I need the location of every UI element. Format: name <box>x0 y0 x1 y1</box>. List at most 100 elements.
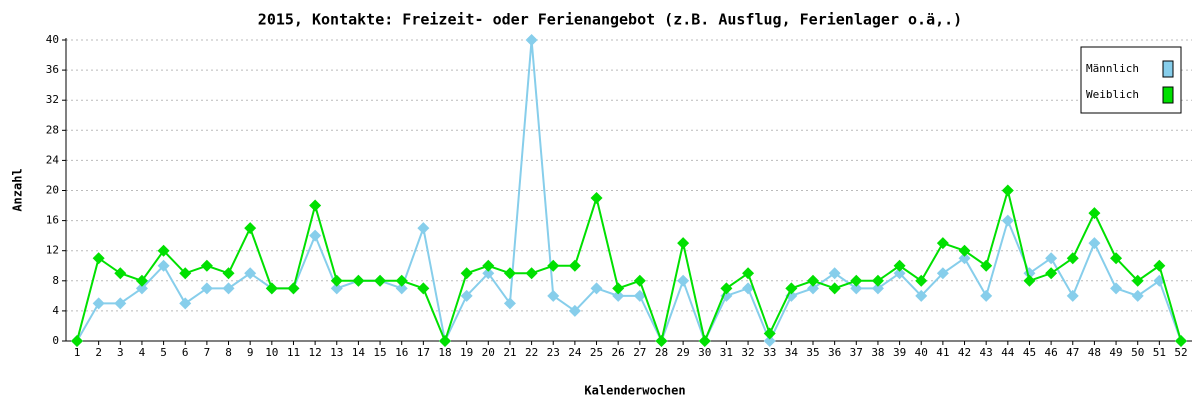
point <box>547 289 560 302</box>
x-tick-label: 33 <box>763 346 776 359</box>
point <box>1131 289 1144 302</box>
y-tick-label: 28 <box>46 123 59 136</box>
point <box>980 289 993 302</box>
point <box>677 274 690 287</box>
point <box>871 274 884 287</box>
chart-title: 2015, Kontakte: Freizeit- oder Ferienang… <box>258 11 962 29</box>
point <box>460 289 473 302</box>
point <box>828 282 841 295</box>
point <box>1175 335 1187 347</box>
x-tick-label: 28 <box>655 346 668 359</box>
point <box>850 282 863 295</box>
x-tick-label: 18 <box>438 346 451 359</box>
y-tick-label: 36 <box>46 63 59 76</box>
x-tick-label: 19 <box>460 346 473 359</box>
point <box>980 259 993 272</box>
point <box>633 289 646 302</box>
x-tick-label: 32 <box>741 346 754 359</box>
point <box>200 259 213 272</box>
point <box>633 274 646 287</box>
x-tick-label: 16 <box>395 346 408 359</box>
x-tick-label: 49 <box>1109 346 1122 359</box>
y-tick-label: 24 <box>46 153 60 166</box>
x-tick-label: 20 <box>482 346 495 359</box>
point <box>417 282 430 295</box>
point <box>1001 184 1014 197</box>
x-tick-label: 46 <box>1044 346 1057 359</box>
point <box>1023 274 1036 287</box>
point <box>1153 259 1166 272</box>
point <box>720 282 733 295</box>
point <box>157 259 170 272</box>
x-tick-label: 26 <box>612 346 625 359</box>
x-tick-label: 40 <box>915 346 928 359</box>
point <box>1066 252 1079 265</box>
x-tick-label: 3 <box>117 346 124 359</box>
point <box>503 297 516 310</box>
point <box>915 274 928 287</box>
point <box>655 335 668 347</box>
y-tick-label: 12 <box>46 244 59 257</box>
x-tick-label: 43 <box>980 346 993 359</box>
x-tick-label: 36 <box>828 346 841 359</box>
point <box>590 192 603 205</box>
x-tick-label: 15 <box>373 346 386 359</box>
x-tick-label: 30 <box>698 346 711 359</box>
point <box>135 274 148 287</box>
point <box>157 244 170 257</box>
point <box>1066 289 1079 302</box>
point <box>850 274 863 287</box>
x-tick-label: 25 <box>590 346 603 359</box>
point <box>244 222 257 235</box>
point <box>135 282 148 295</box>
x-tick-label: 50 <box>1131 346 1144 359</box>
legend-swatch <box>1162 86 1174 104</box>
x-tick-label: 23 <box>547 346 560 359</box>
y-tick-label: 4 <box>52 304 59 317</box>
point <box>1110 282 1123 295</box>
series-line <box>76 39 1182 345</box>
point <box>179 297 192 310</box>
x-tick-label: 10 <box>265 346 278 359</box>
point <box>200 282 213 295</box>
y-tick-label: 16 <box>46 214 59 227</box>
x-tick-label: 11 <box>287 346 300 359</box>
point <box>1001 214 1014 227</box>
point <box>352 274 365 287</box>
point <box>1110 252 1123 265</box>
point <box>807 282 819 295</box>
point <box>114 267 127 280</box>
x-tick-label: 13 <box>330 346 343 359</box>
point <box>893 259 906 272</box>
x-tick-label: 9 <box>247 346 254 359</box>
y-tick-label: 20 <box>46 184 59 197</box>
point <box>309 199 322 212</box>
legend-label: Weiblich <box>1086 88 1139 101</box>
point <box>785 282 798 295</box>
point <box>871 282 884 295</box>
x-tick-label: 14 <box>352 346 366 359</box>
point <box>677 237 690 250</box>
point <box>828 267 841 280</box>
point <box>1088 237 1101 250</box>
x-tick-label: 29 <box>676 346 689 359</box>
x-tick-label: 12 <box>308 346 321 359</box>
x-tick-label: 5 <box>160 346 167 359</box>
point <box>222 267 235 280</box>
x-tick-label: 42 <box>958 346 971 359</box>
x-tick-label: 45 <box>1023 346 1036 359</box>
point <box>893 267 906 280</box>
point <box>309 229 322 242</box>
point <box>936 267 949 280</box>
point <box>460 267 473 280</box>
legend-swatch <box>1162 60 1174 78</box>
y-axis-label: Anzahl <box>11 168 25 211</box>
point <box>439 335 451 347</box>
x-tick-label: 52 <box>1174 346 1187 359</box>
point <box>265 282 278 295</box>
point <box>568 259 581 272</box>
x-tick-label: 8 <box>225 346 232 359</box>
point <box>590 282 603 295</box>
point <box>698 335 711 347</box>
y-tick-label: 40 <box>46 33 59 46</box>
